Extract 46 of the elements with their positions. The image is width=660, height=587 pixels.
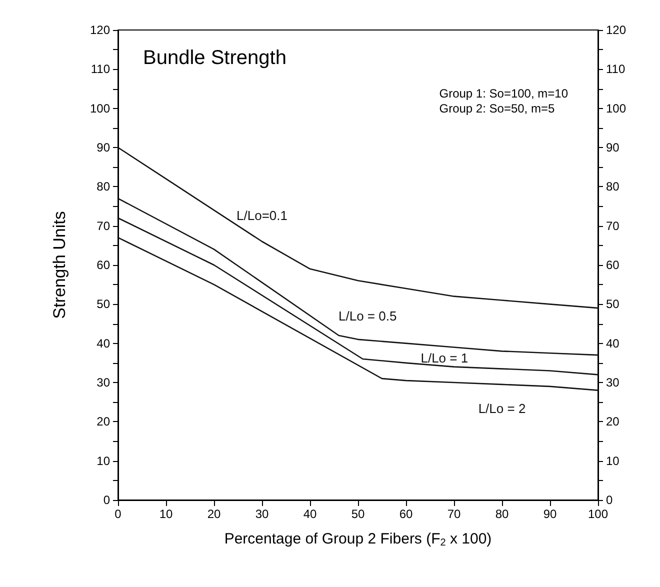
y2-tick-label: 110	[606, 62, 626, 76]
y2-tick-label: 40	[606, 336, 620, 350]
line-series	[117, 236, 599, 391]
y2-tick-label: 100	[606, 101, 626, 116]
series-label: L/Lo=0.1	[236, 208, 288, 223]
annotation: Group 1: So=100, m=10 Group 2: So=50, m=5	[439, 86, 568, 116]
y-tick-label: 110	[90, 62, 110, 76]
x-tick-label: 30	[255, 507, 269, 521]
line-series	[117, 146, 599, 309]
series-label: L/Lo = 1	[420, 350, 468, 366]
y-tick-label: 70	[96, 218, 110, 233]
series-label: L/Lo = 2	[478, 400, 526, 416]
y-tick-label: 50	[96, 297, 110, 312]
y2-tick-label: 30	[606, 376, 620, 390]
y-tick-label: 120	[90, 23, 110, 37]
y-tick-label: 100	[90, 101, 110, 116]
y2-tick-label: 80	[606, 180, 620, 194]
x-tick-label: 100	[588, 507, 608, 521]
y2-tick-label: 120	[606, 23, 626, 37]
y-tick-label: 40	[96, 336, 110, 350]
series-label: L/Lo = 0.5	[338, 308, 397, 324]
y2-tick-label: 70	[606, 218, 620, 233]
y-tick-label: 30	[96, 376, 110, 390]
x-tick-label: 90	[543, 507, 557, 521]
x-tick-label: 40	[303, 507, 317, 521]
x-tick-label: 70	[447, 507, 461, 521]
x-tick-label: 60	[399, 507, 413, 521]
y2-tick-label: 20	[606, 414, 620, 429]
y-axis-title: Strength Units	[50, 211, 69, 319]
y-tick-label: 0	[103, 493, 110, 507]
y-tick-label: 20	[96, 414, 110, 429]
y-tick-label: 90	[96, 140, 110, 154]
y2-tick-label: 10	[606, 454, 620, 468]
y-tick-label: 80	[96, 180, 110, 194]
x-tick-label: 50	[351, 507, 365, 521]
y-tick-label: 60	[96, 258, 110, 272]
x-tick-label: 0	[114, 507, 122, 521]
y2-tick-label: 0	[606, 493, 613, 507]
text: Bundle Strength	[143, 47, 286, 69]
x-tick-label: 10	[159, 507, 173, 521]
y2-tick-label: 50	[606, 297, 620, 312]
x-tick-label: 80	[495, 507, 509, 521]
y-tick-label: 10	[96, 454, 110, 468]
y2-tick-label: 60	[606, 258, 620, 272]
y2-tick-label: 90	[606, 140, 620, 154]
x-tick-label: 20	[207, 507, 221, 521]
